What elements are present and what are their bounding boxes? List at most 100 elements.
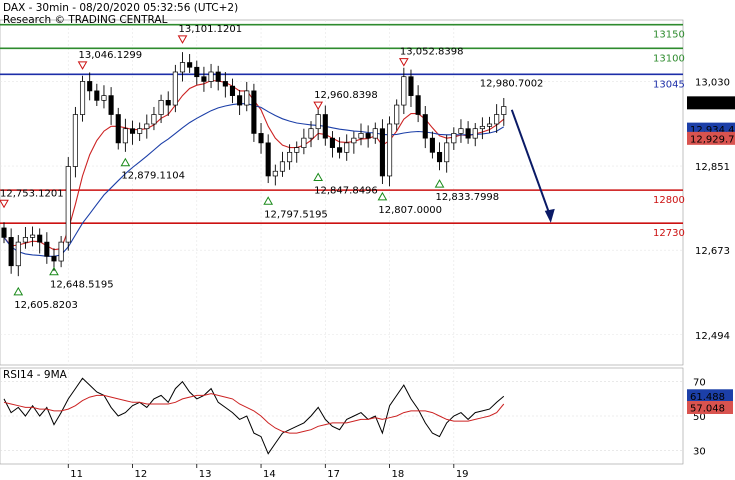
candle-body xyxy=(372,128,378,139)
candle-body xyxy=(401,76,407,106)
level-label: 13100 xyxy=(653,53,685,64)
price-y-tick: 12,494 xyxy=(695,331,730,342)
candle-body xyxy=(158,99,164,115)
candle-body xyxy=(44,241,50,257)
candle-body xyxy=(436,151,443,163)
candle-body xyxy=(1,227,7,238)
candle-body xyxy=(344,142,350,153)
price-y-axis: 13,030 12,851 12,673 12,494 xyxy=(695,77,730,341)
candle-body xyxy=(337,147,343,153)
low-marker-icon xyxy=(263,196,274,205)
x-tick-label: 18 xyxy=(392,469,405,480)
candle-body xyxy=(72,114,78,167)
x-tick-label: 11 xyxy=(70,469,83,480)
candle-body xyxy=(472,128,478,139)
price-tag-label: 12,977.3 xyxy=(690,99,735,110)
chart-title: DAX - 30min - 08/20/2020 05:32:56 (UTC+2… xyxy=(3,2,238,14)
x-tick-label: 17 xyxy=(327,469,340,480)
candle-body xyxy=(322,114,328,139)
price-candles xyxy=(1,52,507,277)
rsi-ma-tag: 57.048 xyxy=(690,404,725,415)
candle-body xyxy=(144,123,150,130)
level-label: 13150 xyxy=(653,30,685,41)
candle-body xyxy=(79,81,86,115)
x-tick-label: 19 xyxy=(456,469,469,480)
annotation-label: 12,648.5195 xyxy=(50,280,114,291)
candle-body xyxy=(129,128,136,134)
candle-body xyxy=(94,90,100,101)
candle-body xyxy=(265,142,271,177)
candle-body xyxy=(458,128,464,134)
annotation-label: 12,753.1201 xyxy=(0,188,64,199)
candle-body xyxy=(65,166,71,243)
price-y-tick: 13,030 xyxy=(695,77,730,88)
candle-body xyxy=(237,95,243,106)
rsi-series-9ma xyxy=(3,393,505,434)
annotation-label: 12,605.8203 xyxy=(14,300,78,311)
rsi-series xyxy=(3,377,505,455)
low-marker-icon xyxy=(313,172,324,182)
candle-body xyxy=(422,114,428,139)
annotation-label: 13,046.1299 xyxy=(79,50,143,61)
low-marker-icon xyxy=(434,179,445,188)
arrow-head-icon xyxy=(544,208,555,223)
candle-body xyxy=(187,62,193,68)
annotation-label: 12,879.1104 xyxy=(121,171,185,182)
annotation-label: 13,101.1201 xyxy=(179,24,243,35)
candle-body xyxy=(308,128,314,139)
rsi-series-rsi14 xyxy=(3,377,505,455)
annotation-label: 12,960.8398 xyxy=(314,90,378,101)
annotation-label: 12,807.0000 xyxy=(378,205,442,216)
candle-body xyxy=(251,90,257,134)
level-label: 12800 xyxy=(653,195,685,206)
candle-body xyxy=(215,71,221,82)
price-tag-bg xyxy=(687,96,735,110)
candle-body xyxy=(201,76,207,82)
low-marker-icon xyxy=(377,191,388,201)
candle-body xyxy=(294,147,300,153)
annotation-label: 13,052.8398 xyxy=(400,47,464,58)
chart-credit: Research © TRADING CENTRAL xyxy=(3,14,168,26)
candle-body xyxy=(244,90,250,106)
candle-body xyxy=(222,81,228,87)
candle-body xyxy=(301,137,307,148)
low-marker-icon xyxy=(49,266,59,276)
forecast-arrow xyxy=(510,109,555,223)
candle-body xyxy=(229,85,236,96)
candle-body xyxy=(387,123,393,177)
candle-body xyxy=(151,114,157,125)
candle-body xyxy=(122,128,128,144)
candle-body xyxy=(315,114,321,130)
high-marker-icon xyxy=(398,58,409,67)
candle-body xyxy=(329,137,335,148)
low-marker-icon xyxy=(13,286,24,296)
candle-body xyxy=(87,81,93,92)
candle-body xyxy=(30,234,36,238)
annotation-label: 12,797.5195 xyxy=(264,209,328,220)
rsi-y-axis: 70 50 30 xyxy=(693,378,706,458)
candle-body xyxy=(479,125,485,130)
candle-body xyxy=(358,133,364,139)
annotation-label: 12,847.8496 xyxy=(314,186,378,197)
high-marker-icon xyxy=(77,61,88,70)
candle-body xyxy=(486,123,493,127)
rsi-panel-frame xyxy=(0,367,684,465)
candle-body xyxy=(179,62,186,73)
candle-body xyxy=(444,142,450,163)
candle-body xyxy=(365,133,371,139)
candle-body xyxy=(172,71,178,106)
rsi-y-tick: 30 xyxy=(693,446,706,457)
candle-body xyxy=(208,71,214,82)
candle-body xyxy=(58,241,64,262)
price-tag-bg xyxy=(687,131,735,145)
price-tags: 12,977.3 12,934.412,929.7 xyxy=(687,96,735,145)
price-y-tick: 12,851 xyxy=(695,162,730,173)
candle-body xyxy=(351,137,357,144)
candle-body xyxy=(408,76,414,96)
candle-body xyxy=(137,128,143,134)
forecast-arrow-shaft xyxy=(510,109,551,216)
x-axis: 11 12 13 14 17 18 19 xyxy=(67,464,469,480)
rsi-ma-tag-bg xyxy=(687,401,733,414)
